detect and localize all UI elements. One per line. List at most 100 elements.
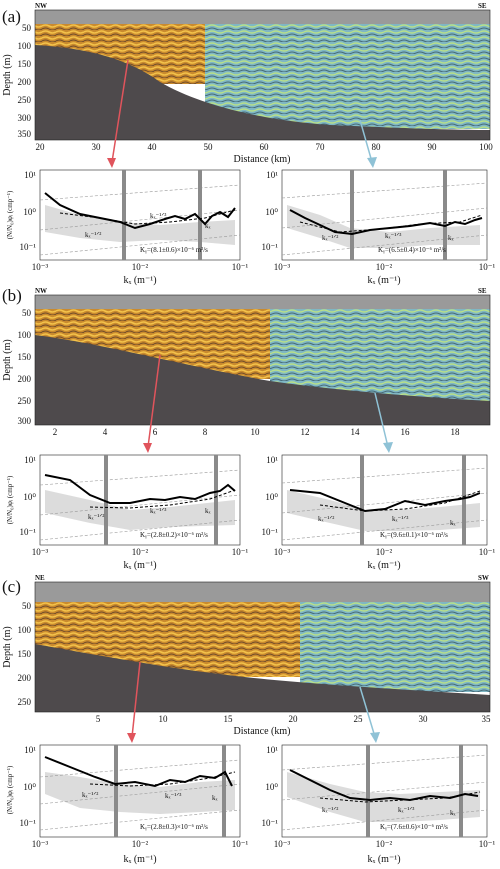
svg-text:40: 40 [148, 142, 158, 152]
spectrum-right: Kᵧ=(9.6±0.1)×10⁻⁶ m²/s kₓ⁻¹ᐟ² kₓ⁻¹ᐟ³ kₓ [281, 454, 488, 546]
svg-text:300: 300 [18, 416, 32, 426]
svg-text:10⁻¹: 10⁻¹ [232, 262, 249, 272]
svg-text:10¹: 10¹ [266, 455, 278, 465]
svg-text:kₓ: kₓ [205, 222, 212, 230]
svg-text:10: 10 [251, 427, 261, 437]
depth-axis-label: Depth (m) [2, 54, 13, 95]
svg-text:Kᵧ=(9.6±0.1)×10⁻⁶ m²/s: Kᵧ=(9.6±0.1)×10⁻⁶ m²/s [380, 531, 448, 539]
panel-b: (b) NW SE 50 100 150 200 250 300 Depth (… [0, 285, 500, 575]
svg-text:250: 250 [18, 697, 32, 707]
svg-text:10⁻³: 10⁻³ [32, 547, 49, 557]
svg-text:Kᵧ=(2.8±0.3)×10⁻⁶ m²/s: Kᵧ=(2.8±0.3)×10⁻⁶ m²/s [140, 823, 208, 831]
distance-axis-label: Distance (km) [234, 154, 291, 165]
svg-text:kₓ⁻¹ᐟ³: kₓ⁻¹ᐟ³ [150, 212, 166, 220]
svg-text:10: 10 [159, 714, 169, 724]
svg-text:10¹: 10¹ [24, 170, 36, 180]
spectrum-x-label: kₓ (m⁻¹) [123, 275, 156, 286]
svg-text:kₓ⁻¹ᐟ²: kₓ⁻¹ᐟ² [322, 806, 338, 814]
svg-text:100: 100 [18, 625, 32, 635]
svg-text:Kᵧ=(6.5±0.4)×10⁻⁶ m²/s: Kᵧ=(6.5±0.4)×10⁻⁶ m²/s [378, 246, 446, 254]
svg-text:kₓ: kₓ [212, 794, 219, 802]
svg-text:60: 60 [260, 142, 270, 152]
svg-text:10⁻²: 10⁻² [376, 262, 393, 272]
svg-text:(N/N₀)φᵢ (cmp⁻¹): (N/N₀)φᵢ (cmp⁻¹) [6, 475, 14, 524]
svg-text:10⁻¹: 10⁻¹ [479, 547, 496, 557]
panel-a: (a) NW SE 50 100 150 200 250 300 350 Dep… [0, 0, 500, 290]
svg-text:10⁻¹: 10⁻¹ [262, 818, 279, 828]
panel-b-figure: (b) NW SE 50 100 150 200 250 300 Depth (… [2, 286, 496, 571]
spectrum-y-label: (N/N₀)φᵢ (cmp⁻¹) [6, 190, 14, 239]
svg-text:10⁰: 10⁰ [23, 207, 36, 217]
svg-text:10⁻¹: 10⁻¹ [262, 527, 279, 537]
svg-text:kₓ (m⁻¹): kₓ (m⁻¹) [123, 854, 156, 865]
svg-text:250: 250 [18, 396, 32, 406]
svg-text:14: 14 [351, 427, 361, 437]
svg-text:Kᵧ=(7.6±0.6)×10⁻⁶ m²/s: Kᵧ=(7.6±0.6)×10⁻⁶ m²/s [380, 823, 448, 831]
svg-text:kₓ (m⁻¹): kₓ (m⁻¹) [367, 854, 400, 865]
svg-text:10⁻¹: 10⁻¹ [232, 839, 249, 849]
svg-text:10⁰: 10⁰ [265, 492, 278, 502]
panel-label: (c) [2, 577, 21, 596]
spectrum-left: Kᵧ=(8.1±0.6)×10⁻⁶ m²/s kₓ⁻¹ᐟ² kₓ⁻¹ᐟ³ kₓ [39, 169, 241, 261]
svg-text:18: 18 [451, 427, 461, 437]
panel-a-figure: (a) NW SE 50 100 150 200 250 300 350 Dep… [2, 2, 496, 286]
svg-text:200: 200 [18, 673, 32, 683]
svg-text:300: 300 [18, 113, 32, 123]
svg-text:150: 150 [18, 59, 32, 69]
svg-text:200: 200 [18, 77, 32, 87]
direction-right: SE [478, 2, 487, 10]
svg-text:6: 6 [153, 427, 158, 437]
svg-text:NE: NE [35, 574, 45, 582]
svg-text:100: 100 [18, 41, 32, 51]
svg-text:10⁻¹: 10⁻¹ [20, 818, 37, 828]
svg-text:70: 70 [316, 142, 326, 152]
svg-text:50: 50 [204, 142, 214, 152]
svg-text:kₓ (m⁻¹): kₓ (m⁻¹) [123, 560, 156, 571]
svg-text:250: 250 [18, 95, 32, 105]
svg-text:kₓ (m⁻¹): kₓ (m⁻¹) [367, 560, 400, 571]
spread-band [45, 205, 235, 245]
panel-label: (b) [2, 286, 22, 305]
svg-text:10⁻¹: 10⁻¹ [20, 242, 37, 252]
svg-text:50: 50 [22, 601, 32, 611]
seismic-section [35, 10, 490, 140]
svg-text:10⁻²: 10⁻² [376, 839, 393, 849]
svg-text:10⁰: 10⁰ [265, 782, 278, 792]
svg-text:10⁻³: 10⁻³ [32, 839, 49, 849]
svg-text:kₓ⁻¹ᐟ³: kₓ⁻¹ᐟ³ [165, 792, 181, 800]
svg-text:kₓ: kₓ [450, 809, 457, 817]
svg-text:2: 2 [53, 427, 58, 437]
svg-text:10⁻²: 10⁻² [132, 547, 149, 557]
svg-text:(N/N₀)φᵢ (cmp⁻¹): (N/N₀)φᵢ (cmp⁻¹) [6, 765, 14, 814]
svg-text:Kᵧ=(2.8±0.2)×10⁻⁶ m²/s: Kᵧ=(2.8±0.2)×10⁻⁶ m²/s [140, 531, 208, 539]
svg-text:4: 4 [103, 427, 108, 437]
svg-text:350: 350 [18, 129, 32, 139]
svg-text:8: 8 [203, 427, 208, 437]
seismic-section [35, 295, 490, 425]
svg-text:80: 80 [372, 142, 382, 152]
spectrum-right: Kᵧ=(7.6±0.6)×10⁻⁶ m²/s kₓ⁻¹ᐟ² kₓ⁻¹ᐟ³ kₓ [281, 744, 488, 838]
panel-c-figure: (c) NE SW 50 100 150 200 250 Depth (m) 5… [2, 574, 496, 865]
svg-text:100: 100 [18, 330, 32, 340]
svg-text:10⁻¹: 10⁻¹ [20, 527, 37, 537]
svg-text:10⁻²: 10⁻² [132, 262, 149, 272]
svg-text:150: 150 [18, 352, 32, 362]
svg-text:kₓ⁻¹ᐟ²: kₓ⁻¹ᐟ² [82, 791, 98, 799]
blue-arrow [359, 119, 373, 163]
x-axis-ticks: 20 30 40 50 60 70 80 90 100 [36, 142, 494, 152]
svg-text:SE: SE [478, 287, 487, 295]
seismic-section [35, 582, 490, 712]
seabed [35, 45, 490, 140]
svg-text:50: 50 [22, 308, 32, 318]
svg-text:Distance (km): Distance (km) [234, 726, 291, 737]
svg-text:10⁻²: 10⁻² [132, 839, 149, 849]
svg-text:kₓ⁻¹ᐟ³: kₓ⁻¹ᐟ³ [150, 507, 166, 515]
svg-text:kₓ⁻¹ᐟ²: kₓ⁻¹ᐟ² [85, 231, 101, 239]
svg-text:10⁰: 10⁰ [265, 207, 278, 217]
svg-text:15: 15 [224, 714, 234, 724]
svg-text:kₓ⁻¹ᐟ³: kₓ⁻¹ᐟ³ [385, 232, 401, 240]
spectrum-left: Kᵧ=(2.8±0.2)×10⁻⁶ m²/s kₓ⁻¹ᐟ² kₓ⁻¹ᐟ³ kₓ [39, 454, 241, 546]
svg-text:10⁻¹: 10⁻¹ [262, 242, 279, 252]
diffusivity-text: Kᵧ=(8.1±0.6)×10⁻⁶ m²/s [140, 246, 208, 254]
svg-text:10⁻³: 10⁻³ [32, 262, 49, 272]
